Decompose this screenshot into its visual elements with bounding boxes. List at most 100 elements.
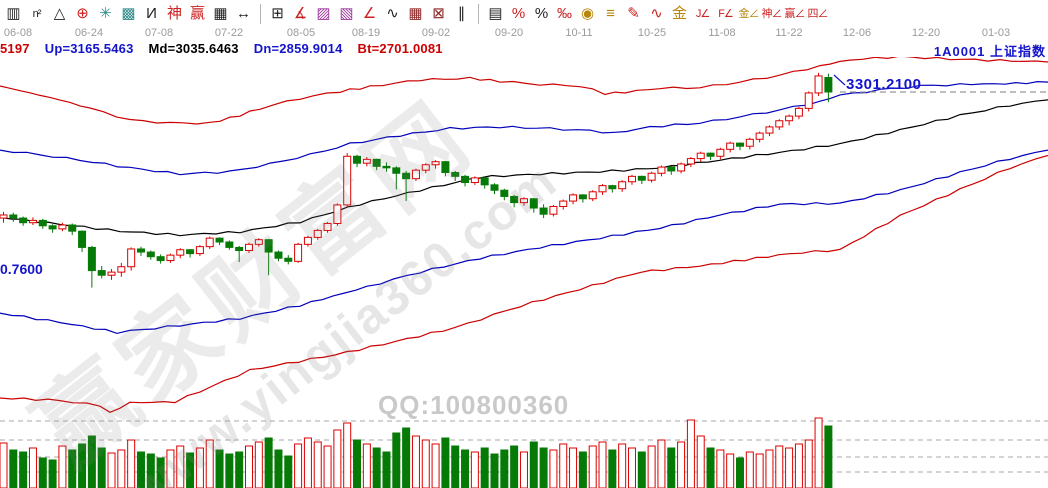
volume-bar xyxy=(637,451,646,488)
volume-bar xyxy=(706,447,715,488)
volume-bar xyxy=(146,453,155,488)
volume-bar xyxy=(186,452,195,488)
volume-bar xyxy=(323,445,332,488)
separator-2 xyxy=(478,4,479,24)
candle-body xyxy=(785,115,794,122)
volume-bar xyxy=(736,457,744,488)
gold-lines-icon[interactable]: ≡ xyxy=(606,5,615,22)
square-star-icon[interactable]: ▩ xyxy=(121,5,136,22)
candle-body xyxy=(372,158,381,167)
j-angle-icon[interactable]: J∠ xyxy=(695,8,710,20)
volume-bar xyxy=(117,449,126,488)
jin-tool-icon[interactable]: 金 xyxy=(671,5,687,22)
angle-line-icon[interactable]: ∠ xyxy=(362,5,377,22)
date-tick: 12-06 xyxy=(842,27,872,39)
chart-area[interactable] xyxy=(0,55,1048,488)
candle-body xyxy=(814,75,823,94)
indicator-value-1: Up=3165.5463 xyxy=(44,41,134,56)
shen-tool-icon[interactable]: 神 xyxy=(166,5,182,22)
n-squared-icon[interactable]: n² xyxy=(32,8,42,20)
si-angle-icon[interactable]: 四∠ xyxy=(807,8,829,20)
candlestick-series[interactable] xyxy=(0,72,833,288)
percent-icon[interactable]: % xyxy=(534,5,549,22)
parallel-lines-icon[interactable]: ∥ xyxy=(457,5,466,22)
abacus-grid-icon[interactable]: ▦ xyxy=(213,5,228,22)
candle-body xyxy=(657,166,666,174)
square-handles-icon[interactable]: ⊞ xyxy=(271,5,284,22)
volume-bar xyxy=(559,443,568,488)
date-tick: 06-08 xyxy=(3,27,33,39)
candle-body xyxy=(392,167,401,174)
volume-bar xyxy=(353,439,362,488)
volume-bar xyxy=(569,447,578,488)
wave-channel-icon[interactable]: ∿ xyxy=(650,5,663,22)
date-tick: 01-03 xyxy=(981,27,1011,39)
volume-bar xyxy=(696,435,705,488)
grid-comb-icon[interactable]: ▥ xyxy=(6,5,21,22)
volume-bar xyxy=(107,452,116,488)
candle-body xyxy=(539,207,548,215)
candle-body xyxy=(97,270,106,276)
candle-body xyxy=(421,164,430,171)
candle-body xyxy=(87,246,96,272)
indicator-value-2: Md=3035.6463 xyxy=(148,41,239,56)
candle-body xyxy=(19,217,28,224)
candle-body xyxy=(745,138,754,147)
volume-bar xyxy=(176,445,185,488)
candle-body xyxy=(716,148,725,157)
wave-mark-icon[interactable]: И xyxy=(146,5,157,22)
candle-body xyxy=(225,241,234,248)
candle-body xyxy=(627,175,636,183)
permille-icon[interactable]: ‰ xyxy=(557,5,572,22)
volume-bar xyxy=(156,457,165,488)
volume-bar xyxy=(529,441,538,488)
f-angle-icon[interactable]: F∠ xyxy=(718,8,734,20)
candle-body xyxy=(235,246,244,252)
candle-body xyxy=(441,161,450,173)
volume-bar xyxy=(28,447,37,488)
shen-angle-icon[interactable]: 神∠ xyxy=(761,8,783,20)
volume-bar xyxy=(195,447,204,488)
volume-bar xyxy=(303,437,312,488)
candle-body xyxy=(362,158,371,164)
volume-bar xyxy=(362,443,371,488)
width-arrows-icon[interactable]: ↔ xyxy=(236,5,251,22)
gann-fan-icon[interactable]: ∡ xyxy=(293,5,308,22)
volume-pane[interactable] xyxy=(0,417,833,488)
ying-angle-icon[interactable]: 赢∠ xyxy=(784,8,806,20)
candle-body xyxy=(411,169,420,180)
starburst-icon[interactable]: ✳ xyxy=(99,5,112,22)
volume-bar xyxy=(97,447,106,488)
volume-bars-icon[interactable]: ▤ xyxy=(488,5,503,22)
diagonal-square2-icon[interactable]: ▧ xyxy=(339,5,354,22)
band-upper-red xyxy=(0,55,1048,125)
volume-bar xyxy=(716,449,725,488)
candle-body xyxy=(461,175,470,184)
date-tick: 10-11 xyxy=(565,27,593,39)
diagonal-square-icon[interactable]: ▨ xyxy=(316,5,331,22)
candle-body xyxy=(0,214,8,219)
volume-bar xyxy=(824,425,833,488)
gold-coin-icon[interactable]: ◉ xyxy=(580,5,595,22)
volume-bar xyxy=(441,437,450,488)
dotted-grid-icon[interactable]: ▦ xyxy=(408,5,423,22)
ying-tool-icon[interactable]: 赢 xyxy=(189,5,205,22)
triangle-tool-icon[interactable]: △ xyxy=(53,5,66,22)
candle-body xyxy=(38,219,47,227)
date-tick: 09-02 xyxy=(421,27,451,39)
brush-icon[interactable]: ✎ xyxy=(627,5,640,22)
candle-body xyxy=(667,166,676,172)
circle-cross-icon[interactable]: ⊕ xyxy=(76,5,89,22)
volume-bar xyxy=(461,449,470,488)
jin-angle-icon[interactable]: 金∠ xyxy=(738,8,760,20)
candle-body xyxy=(107,271,116,276)
candle-body xyxy=(333,204,342,224)
candle-body xyxy=(146,251,155,258)
zigzag-icon[interactable]: ∿ xyxy=(386,5,399,22)
percent-strike-icon[interactable]: % xyxy=(511,5,526,22)
volume-bar xyxy=(382,451,391,488)
volume-bar xyxy=(205,439,214,488)
grid-arrow-icon[interactable]: ⊠ xyxy=(432,5,445,22)
volume-bar xyxy=(519,451,528,488)
